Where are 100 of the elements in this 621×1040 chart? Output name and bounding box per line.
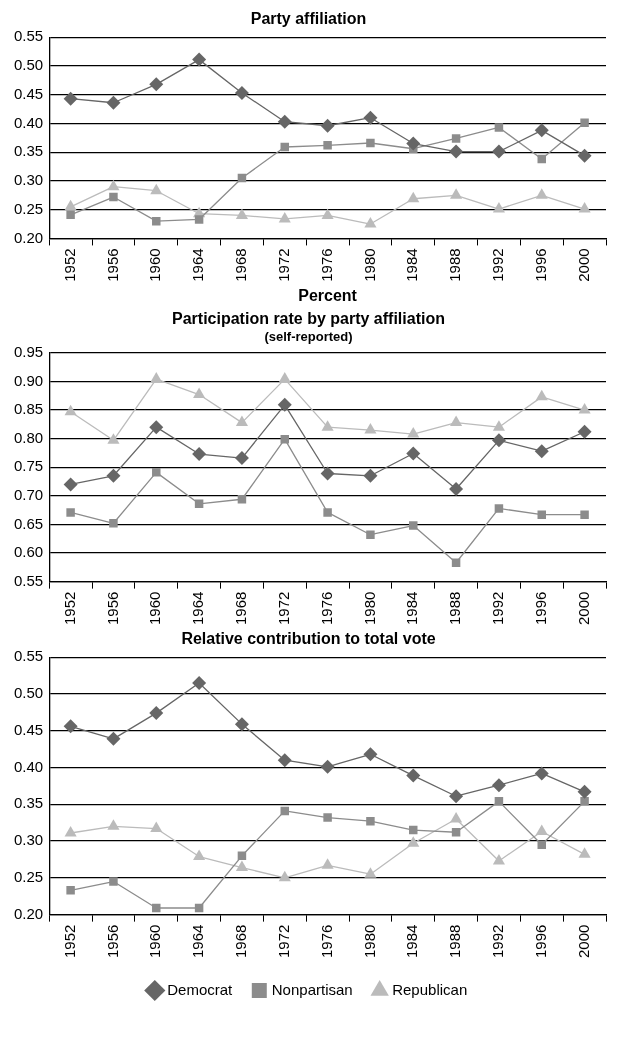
point — [323, 141, 332, 150]
point — [450, 812, 463, 823]
y-tick-label: 0.20 — [13, 228, 44, 246]
point — [150, 821, 163, 833]
x-tick-label: 1988 — [446, 591, 464, 626]
point — [64, 199, 77, 211]
point — [366, 138, 375, 148]
x-tick-label: 1996 — [531, 924, 549, 959]
x-tick-label: 1960 — [146, 924, 164, 959]
x-tick-label: 1972 — [274, 248, 292, 282]
point — [193, 387, 206, 399]
point — [193, 849, 206, 861]
x-tick-label: 1968 — [232, 591, 250, 626]
point — [578, 847, 591, 858]
x-tick-label: 2000 — [574, 248, 592, 282]
point — [64, 404, 77, 416]
point — [150, 183, 163, 195]
y-tick-label: 0.55 — [13, 647, 44, 665]
chart-subtitle: (self-reported) — [264, 328, 353, 344]
legend-label: Republican — [392, 980, 468, 998]
point — [66, 210, 75, 220]
x-tick-label: 1984 — [403, 924, 421, 959]
point — [449, 789, 464, 804]
x-tick-label: 1952 — [60, 248, 78, 282]
point — [107, 819, 120, 830]
point — [235, 415, 248, 427]
point — [64, 825, 77, 837]
point — [278, 211, 291, 223]
point — [491, 144, 506, 159]
point — [321, 858, 334, 869]
point — [450, 415, 463, 427]
point — [109, 192, 118, 202]
point — [363, 747, 378, 762]
point — [450, 188, 463, 199]
x-tick-label: 1976 — [317, 924, 335, 959]
y-tick-label: 0.35 — [13, 142, 44, 160]
point — [534, 444, 549, 459]
point — [106, 731, 121, 746]
point — [494, 504, 504, 513]
x-tick-label: 1980 — [360, 591, 378, 626]
point — [109, 877, 118, 886]
point — [364, 217, 377, 228]
point — [320, 759, 335, 774]
y-tick-label: 0.40 — [13, 113, 44, 131]
y-tick-label: 0.40 — [13, 757, 44, 775]
point — [578, 403, 591, 414]
point — [192, 52, 207, 67]
x-tick-label: 1964 — [189, 248, 207, 282]
point — [406, 768, 421, 783]
x-tick-label: 1952 — [60, 591, 78, 626]
y-tick-label: 0.25 — [13, 199, 44, 217]
y-tick-label: 0.35 — [13, 794, 44, 812]
point — [277, 753, 292, 768]
point — [580, 118, 589, 128]
point — [534, 123, 549, 138]
point — [149, 77, 164, 92]
y-tick-label: 0.50 — [13, 56, 44, 74]
point — [535, 389, 548, 401]
x-tick-label: 1984 — [403, 591, 421, 626]
point — [364, 423, 377, 434]
point — [152, 468, 161, 477]
x-tick-label: 1952 — [60, 924, 78, 959]
point — [577, 424, 592, 439]
x-tick-label: 1960 — [146, 591, 164, 626]
x-tick-label: 1980 — [360, 924, 378, 959]
legend-label: Nonpartisan — [271, 980, 353, 998]
x-axis-title: Percent — [298, 286, 358, 304]
point — [323, 508, 332, 517]
x-tick-label: 1992 — [489, 248, 507, 282]
point — [235, 208, 248, 219]
x-tick-label: 1992 — [489, 591, 507, 626]
point — [491, 778, 506, 793]
y-tick-label: 0.45 — [13, 84, 44, 102]
x-tick-label: 1956 — [103, 924, 121, 959]
point — [277, 114, 292, 129]
point — [364, 867, 377, 878]
point — [234, 717, 249, 732]
point — [66, 886, 75, 895]
x-tick-label: 1964 — [189, 924, 207, 959]
point — [535, 188, 548, 199]
point — [537, 510, 546, 519]
y-tick-label: 0.85 — [13, 400, 44, 418]
y-tick-label: 0.30 — [13, 831, 44, 849]
y-tick-label: 0.60 — [13, 543, 44, 561]
point — [407, 836, 420, 847]
point — [149, 420, 164, 435]
y-tick-label: 0.25 — [13, 868, 44, 885]
point — [491, 433, 506, 448]
y-tick-label: 0.50 — [13, 684, 44, 702]
point — [109, 519, 118, 528]
point — [451, 134, 461, 143]
y-tick-label: 0.30 — [13, 171, 44, 189]
x-tick-label: 1968 — [232, 248, 250, 282]
point — [492, 420, 505, 431]
chart-title: Party affiliation — [250, 10, 367, 28]
point — [363, 110, 378, 125]
point — [106, 95, 121, 110]
x-tick-label: 1956 — [103, 248, 121, 282]
y-tick-label: 0.55 — [13, 571, 44, 589]
point — [278, 372, 291, 383]
